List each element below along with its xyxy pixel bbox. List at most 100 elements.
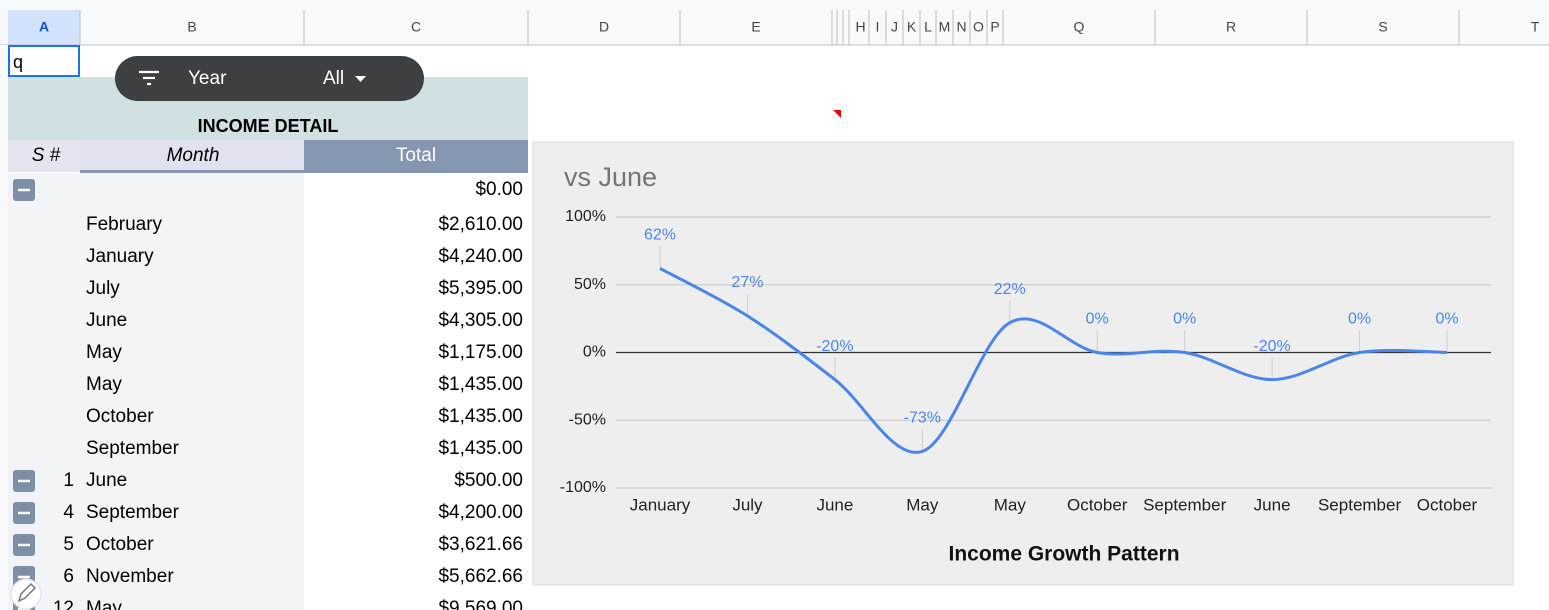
header-cell (304, 140, 528, 172)
total: $4,305.00 (438, 310, 523, 331)
column-header: R (1226, 19, 1236, 35)
x-tick-label: October (1417, 495, 1478, 514)
total: $9,569.00 (438, 598, 523, 610)
toolbar-edge (0, 0, 1549, 10)
column-header: S (1378, 19, 1387, 35)
column-header: N (956, 19, 966, 35)
edit-button[interactable] (10, 578, 42, 610)
filter-value[interactable]: All (323, 68, 344, 89)
month: September (86, 438, 180, 459)
x-tick-label: October (1067, 495, 1128, 514)
column-header: T (1531, 19, 1540, 35)
column-header: E (751, 19, 760, 35)
y-tick-label: 50% (574, 276, 606, 293)
x-tick-label: July (732, 495, 763, 514)
selected-column-header (8, 10, 80, 45)
total: $0.00 (475, 179, 523, 200)
x-tick-label: September (1143, 495, 1226, 514)
x-tick-label: June (816, 495, 853, 514)
total: $4,240.00 (438, 246, 523, 267)
header-cell (8, 140, 80, 172)
data-label: 0% (1086, 311, 1109, 328)
data-label: 22% (994, 281, 1026, 298)
data-label: -73% (904, 410, 941, 427)
column-header: M (939, 19, 951, 35)
row-header-bar (0, 45, 8, 610)
column-header: A (39, 19, 49, 35)
column-header-bar (0, 10, 1549, 45)
line-series (659, 267, 1448, 454)
column-title: S # (32, 145, 61, 166)
month: May (86, 374, 122, 395)
month: October (86, 534, 154, 555)
serial-number: 12 (53, 598, 74, 610)
total: $500.00 (454, 470, 523, 491)
month: May (86, 598, 122, 610)
month: October (86, 406, 154, 427)
chart: vs June -100% -50% 0% 50% 100% January July June… (532, 141, 1514, 586)
column-title: Total (396, 145, 436, 166)
header-underline (80, 170, 528, 173)
month: June (86, 470, 127, 491)
column-header: P (990, 19, 999, 35)
x-tick-label: May (906, 495, 939, 514)
data-label: 62% (644, 227, 676, 244)
total: $2,610.00 (438, 214, 523, 235)
month: November (86, 566, 174, 587)
active-cell[interactable] (8, 45, 80, 77)
data-label: 27% (731, 274, 763, 291)
month: January (86, 246, 154, 267)
x-tick-label: May (994, 495, 1027, 514)
column-header: C (411, 19, 421, 35)
column-header: I (876, 19, 880, 35)
column-fill (8, 173, 304, 610)
column-header: B (187, 19, 196, 35)
chart-background (532, 141, 1514, 586)
dropdown-arrow (355, 76, 366, 82)
column-header: O (973, 19, 984, 35)
serial-number: 4 (63, 502, 74, 523)
month: May (86, 342, 122, 363)
filter-icon (139, 70, 159, 86)
filter-chip[interactable] (115, 56, 424, 101)
column-header: D (599, 19, 609, 35)
total: $5,395.00 (438, 278, 523, 299)
data-label: 0% (1348, 311, 1371, 328)
serial-number: 1 (63, 470, 74, 491)
x-tick-label: January (630, 495, 691, 514)
column-title: Month (167, 145, 220, 166)
column-header: Q (1074, 19, 1085, 35)
column-header: K (907, 19, 917, 35)
y-tick-label: -50% (569, 411, 606, 428)
filter-label: Year (188, 68, 227, 89)
month: September (86, 502, 180, 523)
column-header: J (891, 19, 898, 35)
month: July (86, 278, 120, 299)
x-tick-label: June (1254, 495, 1291, 514)
column-header: L (924, 19, 932, 35)
total: $1,175.00 (438, 342, 523, 363)
x-tick-label: September (1318, 495, 1401, 514)
total: $3,621.66 (438, 534, 523, 555)
y-tick-label: 0% (583, 344, 606, 361)
data-label: 0% (1173, 311, 1196, 328)
edit-icon (17, 582, 37, 603)
comment-marker (833, 110, 841, 118)
serial-number: 5 (63, 534, 74, 555)
month: June (86, 310, 127, 331)
chart-title: vs June (564, 162, 657, 192)
serial-number: 6 (63, 566, 74, 587)
column-header: H (855, 19, 865, 35)
data-label: -20% (1253, 338, 1290, 355)
y-tick-label: 100% (565, 208, 606, 225)
total: $1,435.00 (438, 406, 523, 427)
total: $1,435.00 (438, 374, 523, 395)
income-table: INCOME DETAIL S # Month Total $0.00 February $… (8, 77, 528, 610)
month: February (86, 214, 163, 235)
cell-input[interactable]: q (13, 52, 23, 72)
x-axis-title: Income Growth Pattern (948, 543, 1179, 566)
data-label: -20% (816, 338, 853, 355)
y-tick-label: -100% (560, 479, 606, 496)
